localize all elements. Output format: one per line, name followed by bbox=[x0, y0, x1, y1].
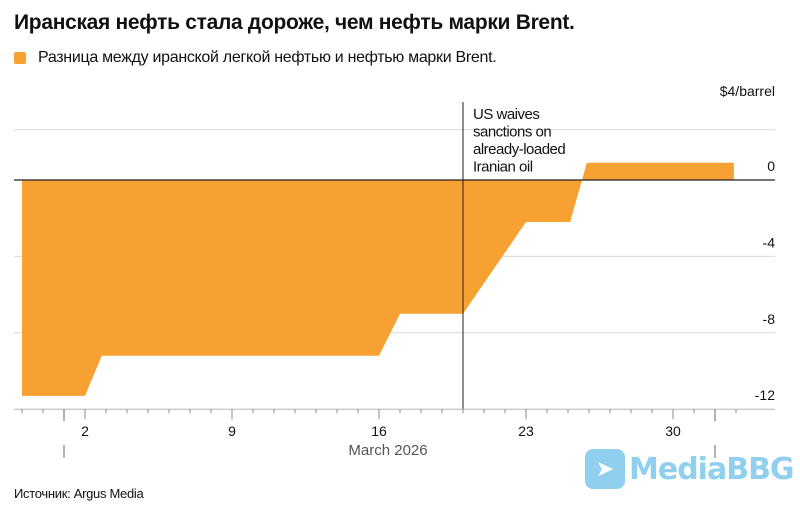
x-tick-label: 9 bbox=[228, 423, 236, 439]
x-tick-label: 2 bbox=[81, 423, 89, 439]
x-tick-label: 23 bbox=[518, 423, 534, 439]
annotation-text: sanctions on bbox=[473, 124, 551, 141]
telegram-icon: ➤ bbox=[585, 449, 625, 489]
legend: Разница между иранской легкой нефтью и н… bbox=[14, 49, 497, 67]
annotation-text: Iranian oil bbox=[473, 159, 533, 176]
source-note: Источник: Argus Media bbox=[14, 486, 144, 501]
x-axis-label: March 2026 bbox=[348, 442, 427, 459]
y-tick-label: -4 bbox=[763, 234, 776, 250]
unit-label: $4/barrel bbox=[720, 83, 775, 99]
legend-swatch bbox=[14, 52, 26, 64]
annotation-text: US waives bbox=[473, 106, 539, 123]
y-tick-label: -8 bbox=[763, 311, 776, 327]
x-tick-label: 16 bbox=[371, 423, 387, 439]
watermark-text: MediaBBG bbox=[629, 451, 795, 487]
annotation-text: already-loaded bbox=[473, 141, 565, 158]
area-series bbox=[22, 162, 734, 396]
x-tick-label: 30 bbox=[665, 423, 681, 439]
chart-title: Иранская нефть стала дороже, чем нефть м… bbox=[14, 11, 575, 34]
legend-label: Разница между иранской легкой нефтью и н… bbox=[38, 49, 497, 66]
y-tick-label: 0 bbox=[767, 158, 775, 174]
y-tick-label: -12 bbox=[755, 387, 775, 403]
watermark: ➤ MediaBBG bbox=[585, 449, 795, 489]
